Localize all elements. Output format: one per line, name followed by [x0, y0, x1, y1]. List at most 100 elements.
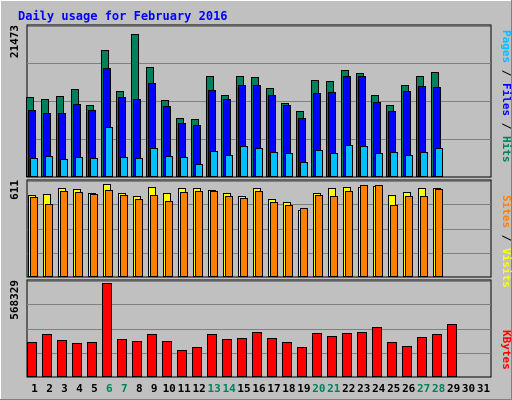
bar-sites-day-26 — [405, 196, 413, 277]
x-tick-label-23: 23 — [357, 382, 370, 395]
x-tick-label-3: 3 — [61, 382, 68, 395]
x-tick-label-12: 12 — [192, 382, 205, 395]
legend-part-hits: Hits — [500, 136, 512, 163]
bar-sites-day-27 — [420, 196, 428, 277]
legend-part-sites: Sites — [500, 195, 512, 228]
bar-sites-day-6 — [105, 190, 113, 277]
bar-sites-day-12 — [195, 191, 203, 277]
bar-pages-day-8 — [135, 158, 143, 177]
x-tick-label-16: 16 — [252, 382, 266, 395]
max-value-label: 611 — [8, 180, 21, 200]
bar-pages-day-11 — [180, 157, 188, 177]
bar-sites-day-22 — [345, 191, 353, 277]
bar-pages-day-1 — [30, 158, 38, 177]
bar-kbytes-day-16 — [252, 332, 262, 377]
bar-kbytes-day-9 — [147, 334, 157, 377]
x-tick-label-21: 21 — [327, 382, 341, 395]
bar-kbytes-day-29 — [447, 324, 457, 377]
bar-sites-day-2 — [45, 204, 53, 277]
bar-kbytes-day-2 — [42, 334, 52, 377]
bar-pages-day-3 — [60, 159, 68, 177]
legend-part-files: Files — [500, 83, 512, 116]
bar-sites-day-11 — [180, 192, 188, 277]
x-tick-label-18: 18 — [282, 382, 295, 395]
bar-kbytes-day-26 — [402, 346, 412, 377]
bar-kbytes-day-20 — [312, 333, 322, 377]
bar-pages-day-19 — [300, 162, 308, 177]
legend-part-kbytes: KBytes — [500, 330, 512, 370]
bar-kbytes-day-15 — [237, 338, 247, 377]
bar-sites-day-16 — [255, 191, 263, 277]
bar-pages-day-14 — [225, 155, 233, 177]
bar-pages-day-15 — [240, 146, 248, 177]
bar-kbytes-day-12 — [192, 347, 202, 377]
x-tick-label-14: 14 — [222, 382, 236, 395]
bar-kbytes-day-19 — [297, 347, 307, 377]
bar-sites-day-9 — [150, 195, 158, 277]
x-tick-label-26: 26 — [402, 382, 416, 395]
x-tick-label-6: 6 — [106, 382, 113, 395]
bar-pages-day-23 — [360, 146, 368, 177]
max-value-label: 568329 — [8, 280, 21, 320]
legend-part--: / — [500, 116, 512, 136]
bar-kbytes-day-11 — [177, 350, 187, 377]
x-tick-label-28: 28 — [432, 382, 445, 395]
bar-pages-day-27 — [420, 152, 428, 177]
bar-kbytes-day-25 — [387, 342, 397, 377]
x-tick-label-4: 4 — [76, 382, 83, 395]
x-tick-label-25: 25 — [387, 382, 400, 395]
panel-visits-sites: 611 Sites / Visits — [8, 179, 512, 288]
bar-kbytes-day-17 — [267, 338, 277, 377]
bar-sites-day-10 — [165, 201, 173, 277]
x-tick-label-11: 11 — [178, 382, 192, 395]
x-tick-label-31: 31 — [477, 382, 491, 395]
bar-kbytes-day-6 — [102, 283, 112, 377]
x-tick-label-5: 5 — [91, 382, 98, 395]
x-tick-label-9: 9 — [151, 382, 158, 395]
bar-pages-day-28 — [435, 148, 443, 177]
bar-pages-day-12 — [195, 164, 203, 177]
x-tick-label-22: 22 — [342, 382, 355, 395]
x-axis-labels: 1 2 3 4 5 6 7 8 9 10 11 12 13 14 15 16 17 18 19 20 21 22 23 24 2… — [31, 382, 490, 395]
bar-pages-day-16 — [255, 148, 263, 177]
bar-pages-day-4 — [75, 157, 83, 177]
x-tick-label-24: 24 — [372, 382, 386, 395]
x-tick-label-30: 30 — [462, 382, 475, 395]
bar-pages-day-2 — [45, 156, 53, 177]
bar-sites-day-23 — [360, 185, 368, 277]
bar-pages-day-20 — [315, 150, 323, 177]
x-tick-label-17: 17 — [267, 382, 280, 395]
chart-title: Daily usage for February 2016 — [18, 9, 228, 23]
bar-kbytes-day-3 — [57, 340, 67, 377]
bar-pages-day-5 — [90, 158, 98, 177]
x-tick-label-29: 29 — [447, 382, 460, 395]
bar-kbytes-day-5 — [87, 342, 97, 377]
bar-sites-day-1 — [30, 197, 38, 277]
bar-pages-day-22 — [345, 145, 353, 177]
series-legend: KBytes — [500, 330, 512, 370]
max-value-label: 21473 — [8, 25, 21, 58]
x-tick-label-10: 10 — [163, 382, 176, 395]
x-tick-label-2: 2 — [46, 382, 53, 395]
bar-pages-day-7 — [120, 157, 128, 177]
bar-pages-day-17 — [270, 152, 278, 177]
bar-sites-day-4 — [75, 192, 83, 277]
x-tick-label-7: 7 — [121, 382, 128, 395]
bar-pages-day-13 — [210, 151, 218, 177]
bar-sites-day-13 — [210, 191, 218, 277]
bar-kbytes-day-8 — [132, 341, 142, 377]
x-tick-label-27: 27 — [417, 382, 430, 395]
bar-kbytes-day-28 — [432, 334, 442, 377]
bar-sites-day-8 — [135, 199, 143, 277]
bar-sites-day-7 — [120, 195, 128, 277]
bar-sites-day-17 — [270, 202, 278, 277]
bar-sites-day-14 — [225, 196, 233, 277]
x-tick-label-19: 19 — [297, 382, 310, 395]
legend-part-visits: Visits — [500, 248, 512, 288]
x-tick-label-1: 1 — [31, 382, 38, 395]
bar-kbytes-day-18 — [282, 342, 292, 377]
bar-kbytes-day-23 — [357, 332, 367, 377]
bar-kbytes-day-10 — [162, 341, 172, 377]
